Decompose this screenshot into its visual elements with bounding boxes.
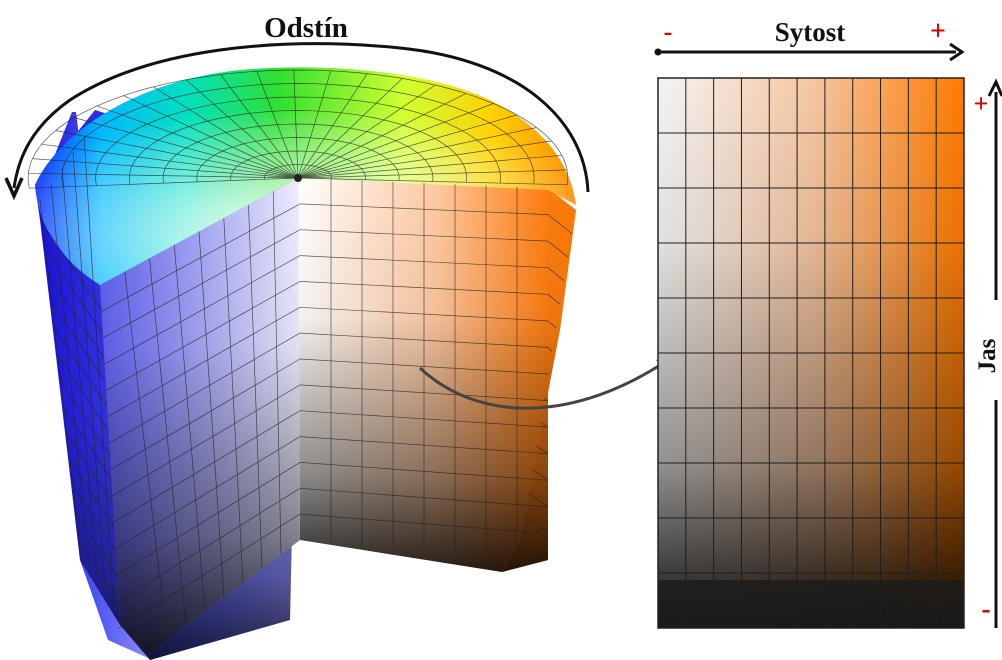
outer-face-level-line (44, 247, 104, 334)
hue-wheel-spoke (297, 127, 537, 179)
cut-face-column-line (198, 231, 225, 598)
outer-face-line (39, 199, 83, 566)
outer-face-level-line (53, 326, 108, 407)
hue-wheel-spoke (96, 105, 299, 179)
outer-face-level-line (547, 240, 569, 258)
outer-face-line (61, 167, 99, 590)
cut-face-level-line (104, 255, 301, 365)
outer-face-line (72, 151, 107, 602)
outer-face-level-line (66, 432, 114, 504)
outer-face-level-line (40, 221, 102, 310)
brightness-plus-sign: + (974, 89, 989, 118)
hue-wheel-spoke (297, 73, 368, 179)
saturation-label: Sytost (775, 17, 846, 47)
hue-wheel-spoke (29, 177, 299, 189)
hue-wheel-spoke (297, 177, 568, 186)
outer-face-level-line (547, 294, 561, 305)
outer-face-line (83, 135, 115, 614)
brightness-minus-sign: - (981, 594, 990, 625)
outer-face-level-line (547, 267, 565, 281)
cut-face-level-line (102, 229, 301, 339)
outer-face-level-line (539, 421, 549, 428)
cut-face-level-line (118, 513, 301, 629)
hue-wheel-spoke (185, 79, 299, 179)
hue-wheel-spoke (297, 84, 436, 179)
cut-face-column-line (272, 191, 282, 555)
hue-wheel-spoke (297, 169, 568, 179)
outer-face-level-line (47, 274, 105, 359)
cut-face-level-line (105, 281, 301, 392)
saturation-brightness-slice (657, 77, 965, 629)
hue-wheel-spoke (220, 74, 299, 179)
cut-face-column-line (173, 244, 206, 612)
hue-wheel-spoke (153, 86, 299, 179)
hue-wheel-spoke (297, 93, 467, 179)
hue-arrow-head-icon (4, 177, 24, 201)
cut-face-level-line (114, 436, 301, 550)
saturation-plus-sign: + (930, 16, 946, 47)
outer-face-level-line (543, 398, 549, 401)
hue-rotation-arrow (12, 42, 590, 193)
brightness-label: Jas (974, 338, 1001, 373)
outer-face-level-line (547, 320, 557, 329)
hue-label: Odstín (264, 12, 348, 44)
hue-wheel-spoke (41, 143, 299, 179)
saturation-arrow-head-icon (949, 42, 965, 62)
hue-wheel-spoke (32, 158, 299, 179)
cylinder-grid (27, 69, 573, 641)
cut-face-level-line (116, 488, 301, 603)
hue-wheel-spoke (297, 154, 563, 179)
outer-face-level-line (531, 469, 549, 481)
outer-face-level-line (50, 300, 106, 383)
hue-wheel-spoke (55, 130, 299, 179)
outer-face-line (50, 183, 91, 578)
outer-face-level-line (56, 353, 109, 431)
hue-wheel-spoke (256, 71, 299, 179)
cut-face-level-line (108, 332, 301, 444)
hue-wheel-spoke (28, 172, 299, 179)
outer-face-level-line (78, 538, 119, 601)
cut-face-level-line (111, 384, 301, 497)
hue-wheel-spoke (74, 117, 299, 179)
hue-wheel-spoke (123, 95, 299, 179)
outer-face-level-line (59, 379, 111, 456)
hue-wheel-spoke (297, 140, 552, 179)
slice-bottom-band (658, 580, 964, 628)
hue-wheel-spoke (297, 78, 403, 179)
hue-wheel-center (294, 174, 302, 182)
outer-face-level-line (69, 459, 115, 529)
outer-face-level-line (72, 485, 116, 553)
hue-wheel-spoke (297, 70, 332, 179)
outer-face-level-line (535, 445, 549, 454)
outer-face-level-line (527, 492, 549, 508)
cut-face-level-line (112, 410, 301, 524)
hue-wheel-spoke (297, 114, 518, 179)
cut-face-column-line (124, 271, 168, 641)
cut-face-level-line (115, 462, 301, 576)
saturation-minus-sign: - (664, 17, 673, 46)
slice-grid (658, 78, 964, 628)
cut-face-column-line (223, 218, 244, 584)
cut-face-column-line (248, 204, 263, 569)
outer-face-level-line (75, 511, 118, 577)
connector-arrow (418, 359, 670, 410)
outer-face-level-line (547, 347, 553, 352)
brightness-arrow-head-icon (987, 78, 1002, 97)
hsv-cylinder (27, 67, 576, 660)
outer-face-level-line (523, 516, 549, 534)
cut-face-column-line (149, 258, 187, 627)
outer-face-level-line (547, 214, 573, 234)
saturation-axis-origin (654, 48, 662, 56)
hue-wheel-spoke (297, 103, 494, 179)
outer-face-level-line (62, 406, 112, 480)
hue-wheel-spoke (293, 69, 299, 179)
cut-face-level-line (109, 358, 301, 471)
